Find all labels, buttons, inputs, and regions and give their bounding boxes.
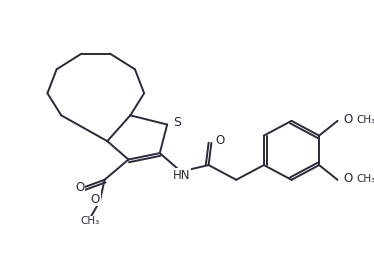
Text: O: O: [75, 181, 84, 194]
Text: O: O: [215, 134, 224, 147]
Text: CH₃: CH₃: [80, 216, 99, 226]
Text: O: O: [343, 172, 352, 185]
Text: HN: HN: [173, 169, 191, 182]
Text: CH₃: CH₃: [356, 174, 374, 184]
Text: O: O: [343, 113, 352, 127]
Text: O: O: [91, 193, 100, 206]
Text: S: S: [174, 116, 182, 129]
Text: CH₃: CH₃: [356, 115, 374, 125]
